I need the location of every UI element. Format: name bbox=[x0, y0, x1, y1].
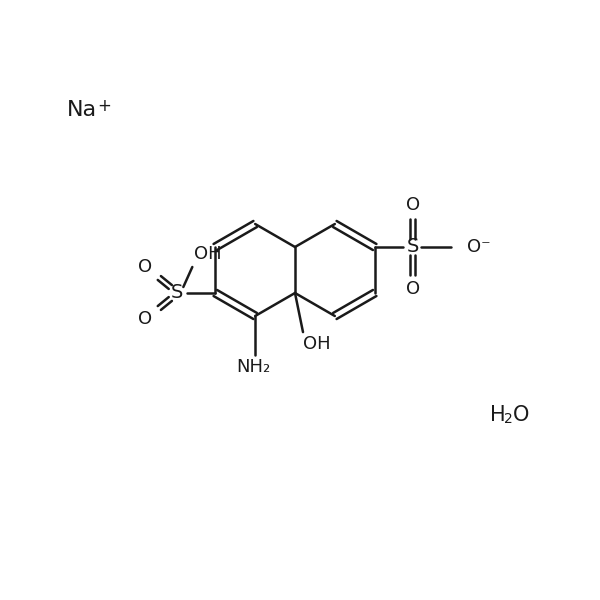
Text: Na: Na bbox=[67, 100, 97, 120]
Text: 2: 2 bbox=[504, 412, 513, 426]
Text: O: O bbox=[513, 405, 529, 425]
Text: O⁻: O⁻ bbox=[467, 238, 490, 256]
Text: O: O bbox=[406, 280, 420, 298]
Text: OH: OH bbox=[194, 245, 221, 263]
Text: S: S bbox=[171, 283, 184, 302]
Text: S: S bbox=[406, 238, 419, 257]
Text: O: O bbox=[138, 258, 152, 276]
Text: OH: OH bbox=[303, 335, 331, 353]
Text: O: O bbox=[138, 310, 152, 328]
Text: +: + bbox=[97, 97, 111, 115]
Text: H: H bbox=[490, 405, 506, 425]
Text: O: O bbox=[406, 196, 420, 214]
Text: NH₂: NH₂ bbox=[236, 358, 270, 376]
